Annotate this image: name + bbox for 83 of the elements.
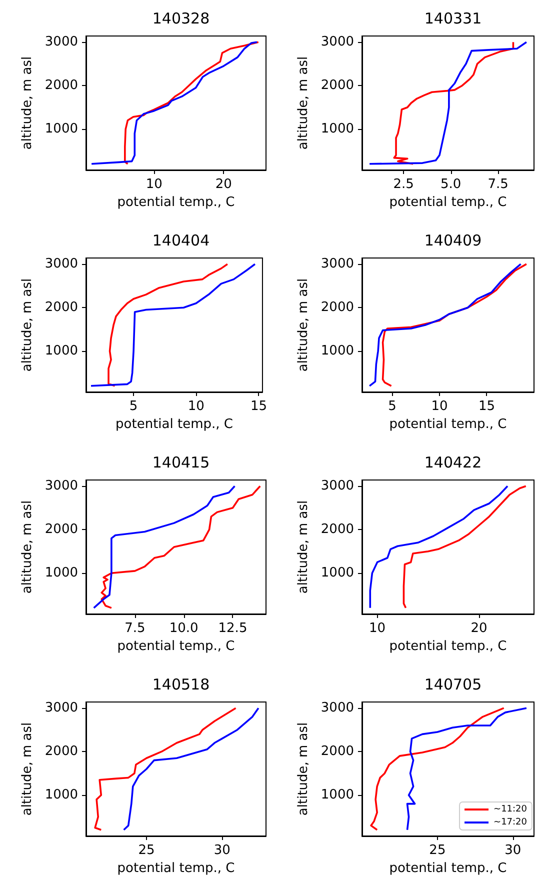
y-tick-label: 1000 [44, 788, 78, 803]
x-tick-label: 25 [429, 843, 446, 858]
x-tick-label: 10 [146, 177, 162, 192]
line-series [402, 485, 527, 609]
chart-title: 140409 [424, 232, 482, 250]
y-axis-title: altitude, m asl [20, 722, 36, 816]
y-axis-title: altitude, m asl [20, 56, 36, 150]
x-tick-label: 10 [188, 399, 204, 414]
y-tick-label: 2000 [44, 522, 78, 538]
legend-label: ~17:20 [494, 818, 528, 828]
x-axis-title: potential temp., C [117, 638, 235, 654]
x-tick-label: 10.0 [169, 621, 198, 636]
line-series [368, 41, 528, 165]
x-tick-label: 10 [431, 399, 448, 414]
y-tick-label: 2000 [44, 744, 78, 760]
x-axis-title: potential temp., C [117, 194, 235, 210]
line-series [124, 41, 260, 165]
chart-title: 140705 [424, 676, 482, 694]
x-tick-label: 7.5 [124, 621, 146, 636]
x-axis-title: potential temp., C [389, 860, 507, 876]
y-tick-label: 1000 [320, 566, 354, 581]
line-series [90, 263, 256, 387]
y-tick-label: 2000 [44, 300, 78, 316]
line-series [406, 707, 528, 831]
y-tick-label: 3000 [320, 34, 354, 50]
chart-title: 140518 [152, 676, 210, 694]
y-tick-label: 3000 [44, 256, 78, 272]
x-tick-label: 7.5 [488, 177, 508, 192]
line-series [90, 41, 258, 165]
y-axis-title: altitude, m asl [296, 722, 312, 816]
y-tick-label: 1000 [44, 566, 78, 581]
y-tick-label: 3000 [320, 256, 354, 272]
y-axis-title: altitude, m asl [20, 500, 36, 594]
y-tick-label: 3000 [44, 700, 78, 716]
line-series [92, 485, 236, 609]
x-axis-title: potential temp., C [389, 416, 507, 432]
y-axis-title: altitude, m asl [296, 56, 312, 150]
x-tick-label: 25 [138, 843, 155, 858]
legend-label: ~11:20 [494, 804, 528, 814]
x-tick-label: 30 [504, 843, 522, 858]
y-tick-label: 2000 [44, 78, 78, 94]
y-tick-label: 1000 [320, 788, 354, 803]
chart-title: 140331 [424, 10, 482, 28]
x-tick-label: 30 [214, 843, 230, 858]
line-series [369, 485, 508, 609]
x-axis-title: potential temp., C [117, 860, 235, 876]
x-tick-label: 20 [215, 177, 232, 192]
x-tick-label: 12.5 [218, 621, 248, 636]
line-series [94, 707, 237, 831]
y-axis-title: altitude, m asl [296, 278, 312, 372]
x-tick-label: 2.5 [393, 177, 414, 192]
y-tick-label: 1000 [320, 122, 354, 137]
x-tick-label: 10 [368, 621, 386, 636]
line-series [393, 41, 514, 165]
y-tick-label: 1000 [44, 344, 78, 359]
y-tick-label: 3000 [44, 34, 78, 50]
y-tick-label: 1000 [320, 344, 354, 359]
x-tick-label: 5.0 [440, 177, 462, 192]
line-series [100, 485, 262, 609]
y-axis-title: altitude, m asl [20, 278, 36, 372]
line-series [108, 263, 228, 387]
x-axis-title: potential temp., C [116, 416, 233, 432]
line-series [122, 707, 260, 831]
y-tick-label: 3000 [44, 478, 78, 494]
x-axis-title: potential temp., C [389, 194, 507, 210]
chart-title: 140328 [152, 10, 210, 28]
y-tick-label: 1000 [44, 122, 78, 137]
x-tick-label: 20 [470, 621, 488, 636]
x-axis-title: potential temp., C [389, 638, 507, 654]
y-tick-label: 2000 [320, 522, 354, 538]
y-tick-label: 3000 [320, 700, 354, 716]
x-tick-label: 15 [250, 399, 267, 414]
chart-title: 140404 [152, 232, 210, 250]
y-axis-title: altitude, m asl [296, 500, 312, 594]
y-tick-label: 3000 [320, 478, 354, 494]
x-tick-label: 5 [129, 399, 138, 414]
x-tick-label: 5 [388, 399, 396, 414]
chart-title: 140415 [152, 454, 210, 472]
y-tick-label: 2000 [320, 78, 354, 94]
y-tick-label: 2000 [320, 300, 354, 316]
chart-title: 140422 [424, 454, 482, 472]
y-tick-label: 2000 [320, 744, 354, 760]
x-tick-label: 15 [478, 399, 496, 414]
